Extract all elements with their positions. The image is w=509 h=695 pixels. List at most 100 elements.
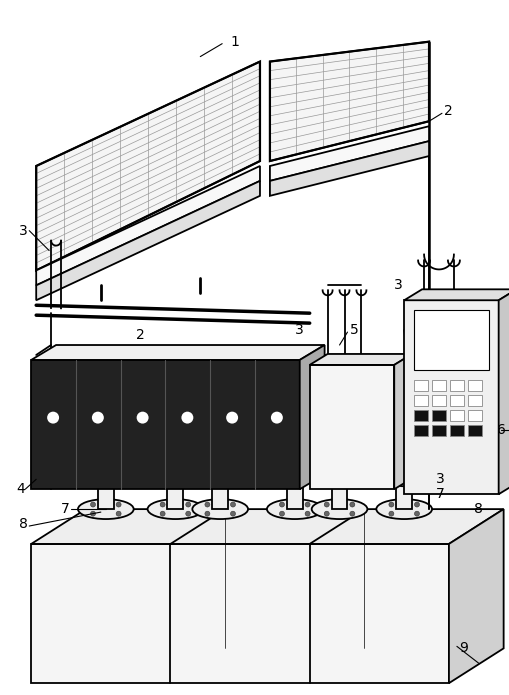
Ellipse shape	[210, 414, 230, 423]
Ellipse shape	[170, 395, 180, 404]
Text: 6: 6	[496, 423, 504, 436]
Ellipse shape	[286, 445, 302, 455]
Bar	[449, 425, 463, 436]
Ellipse shape	[329, 420, 349, 430]
Bar	[331, 450, 347, 509]
Bar	[467, 380, 481, 391]
Circle shape	[92, 411, 104, 423]
Bar	[286, 450, 302, 509]
Ellipse shape	[212, 445, 228, 455]
Ellipse shape	[165, 420, 185, 430]
Polygon shape	[269, 126, 428, 181]
Bar	[449, 409, 463, 420]
Text: 2: 2	[136, 328, 145, 342]
Circle shape	[349, 512, 354, 516]
Ellipse shape	[393, 420, 413, 430]
Polygon shape	[498, 289, 509, 494]
Bar	[31, 544, 448, 683]
Circle shape	[116, 502, 121, 507]
Ellipse shape	[389, 464, 417, 478]
Ellipse shape	[192, 499, 247, 519]
Circle shape	[160, 502, 165, 507]
Circle shape	[205, 502, 210, 507]
Bar	[212, 450, 228, 509]
Circle shape	[349, 502, 354, 507]
Bar	[395, 450, 411, 509]
Text: 8: 8	[19, 517, 28, 531]
Circle shape	[414, 512, 418, 516]
Text: 3: 3	[19, 224, 28, 238]
Text: 3: 3	[294, 323, 303, 337]
Circle shape	[279, 512, 284, 516]
Circle shape	[91, 512, 95, 516]
Ellipse shape	[285, 414, 304, 423]
Ellipse shape	[165, 414, 185, 423]
Ellipse shape	[92, 464, 120, 478]
Ellipse shape	[325, 464, 353, 478]
Polygon shape	[393, 354, 411, 489]
Bar	[431, 425, 445, 436]
Ellipse shape	[96, 414, 116, 423]
Text: 4: 4	[16, 482, 25, 496]
Ellipse shape	[78, 499, 133, 519]
Ellipse shape	[376, 499, 431, 519]
Circle shape	[279, 502, 284, 507]
Ellipse shape	[101, 395, 110, 404]
Ellipse shape	[266, 499, 322, 519]
Text: 2: 2	[443, 104, 452, 118]
Bar	[467, 395, 481, 406]
Circle shape	[185, 502, 190, 507]
Bar	[334, 400, 345, 450]
Circle shape	[230, 512, 235, 516]
Ellipse shape	[285, 420, 304, 430]
Ellipse shape	[280, 464, 308, 478]
Bar	[289, 400, 300, 450]
Bar	[413, 425, 427, 436]
Text: 7: 7	[435, 487, 444, 501]
Polygon shape	[404, 289, 509, 300]
Ellipse shape	[393, 414, 413, 423]
Bar	[413, 380, 427, 391]
Ellipse shape	[210, 420, 230, 430]
Text: 3: 3	[393, 278, 402, 293]
Bar	[399, 400, 409, 450]
Ellipse shape	[389, 473, 417, 486]
Bar	[467, 409, 481, 420]
Bar	[167, 450, 183, 509]
Circle shape	[324, 512, 329, 516]
Ellipse shape	[329, 414, 349, 423]
Text: 7: 7	[61, 502, 70, 516]
Ellipse shape	[167, 445, 183, 455]
Circle shape	[270, 411, 282, 423]
Circle shape	[388, 502, 393, 507]
Polygon shape	[36, 166, 260, 286]
Ellipse shape	[334, 395, 344, 404]
Bar	[467, 425, 481, 436]
Circle shape	[47, 411, 59, 423]
Text: 8: 8	[473, 502, 482, 516]
Circle shape	[205, 512, 210, 516]
Bar	[449, 395, 463, 406]
Bar	[98, 450, 114, 509]
Polygon shape	[36, 62, 260, 270]
Text: 9: 9	[458, 641, 467, 655]
Bar	[101, 400, 111, 450]
Circle shape	[116, 512, 121, 516]
Ellipse shape	[280, 473, 308, 486]
Ellipse shape	[96, 420, 116, 430]
Text: 5: 5	[349, 323, 357, 337]
Circle shape	[136, 411, 148, 423]
Bar	[404, 300, 498, 494]
Circle shape	[324, 502, 329, 507]
Circle shape	[414, 502, 418, 507]
Ellipse shape	[399, 395, 408, 404]
Ellipse shape	[331, 445, 347, 455]
Circle shape	[181, 411, 193, 423]
Polygon shape	[31, 345, 324, 360]
Ellipse shape	[98, 445, 114, 455]
Polygon shape	[31, 509, 503, 544]
Ellipse shape	[161, 473, 189, 486]
Bar	[413, 310, 488, 370]
Circle shape	[230, 502, 235, 507]
Ellipse shape	[161, 464, 189, 478]
